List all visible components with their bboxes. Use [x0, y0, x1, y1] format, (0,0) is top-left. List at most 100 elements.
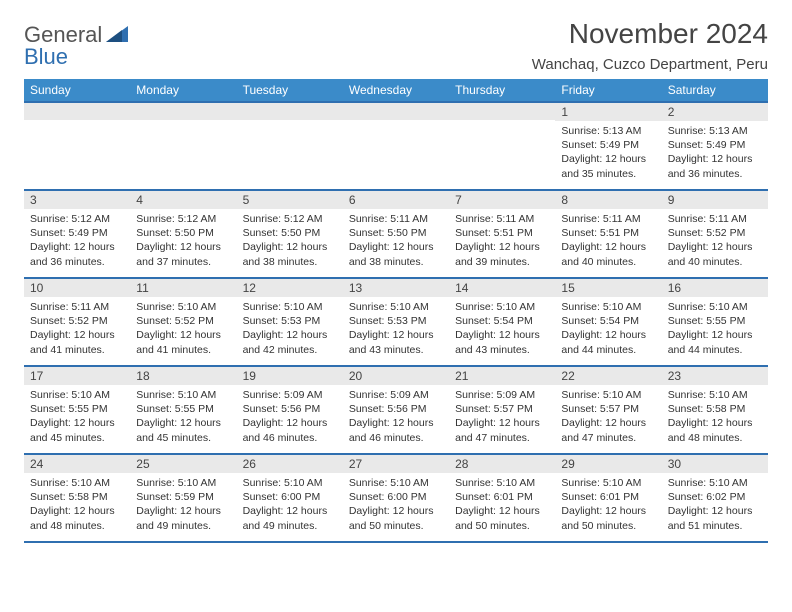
day-number: 15: [555, 279, 661, 297]
daylight-text: Daylight: 12 hours and 46 minutes.: [243, 416, 337, 444]
daylight-text: Daylight: 12 hours and 40 minutes.: [561, 240, 655, 268]
day-number: 16: [662, 279, 768, 297]
day-number: 8: [555, 191, 661, 209]
daylight-text: Daylight: 12 hours and 41 minutes.: [136, 328, 230, 356]
day-header: Wednesday: [343, 79, 449, 102]
calendar-day-cell: 16Sunrise: 5:10 AMSunset: 5:55 PMDayligh…: [662, 278, 768, 366]
sunrise-text: Sunrise: 5:10 AM: [243, 300, 337, 314]
calendar-header-row: SundayMondayTuesdayWednesdayThursdayFrid…: [24, 79, 768, 102]
calendar-day-cell: 29Sunrise: 5:10 AMSunset: 6:01 PMDayligh…: [555, 454, 661, 542]
day-number: 20: [343, 367, 449, 385]
daylight-text: Daylight: 12 hours and 45 minutes.: [136, 416, 230, 444]
day-header: Saturday: [662, 79, 768, 102]
sunset-text: Sunset: 6:00 PM: [243, 490, 337, 504]
sunset-text: Sunset: 5:55 PM: [136, 402, 230, 416]
calendar-day-cell: 18Sunrise: 5:10 AMSunset: 5:55 PMDayligh…: [130, 366, 236, 454]
day-number: 11: [130, 279, 236, 297]
sunrise-text: Sunrise: 5:10 AM: [668, 300, 762, 314]
daylight-text: Daylight: 12 hours and 47 minutes.: [561, 416, 655, 444]
sunset-text: Sunset: 5:52 PM: [668, 226, 762, 240]
day-content: Sunrise: 5:11 AMSunset: 5:51 PMDaylight:…: [555, 209, 661, 273]
daylight-text: Daylight: 12 hours and 49 minutes.: [136, 504, 230, 532]
calendar-day-cell: 30Sunrise: 5:10 AMSunset: 6:02 PMDayligh…: [662, 454, 768, 542]
day-content: Sunrise: 5:10 AMSunset: 6:01 PMDaylight:…: [449, 473, 555, 537]
day-content: Sunrise: 5:11 AMSunset: 5:51 PMDaylight:…: [449, 209, 555, 273]
day-content: Sunrise: 5:09 AMSunset: 5:56 PMDaylight:…: [343, 385, 449, 449]
sunrise-text: Sunrise: 5:12 AM: [30, 212, 124, 226]
calendar-day-cell: 23Sunrise: 5:10 AMSunset: 5:58 PMDayligh…: [662, 366, 768, 454]
calendar-day-cell: 17Sunrise: 5:10 AMSunset: 5:55 PMDayligh…: [24, 366, 130, 454]
sunset-text: Sunset: 5:53 PM: [243, 314, 337, 328]
day-content: Sunrise: 5:10 AMSunset: 5:53 PMDaylight:…: [343, 297, 449, 361]
sunrise-text: Sunrise: 5:11 AM: [455, 212, 549, 226]
day-header: Thursday: [449, 79, 555, 102]
day-content: Sunrise: 5:10 AMSunset: 5:54 PMDaylight:…: [555, 297, 661, 361]
daylight-text: Daylight: 12 hours and 35 minutes.: [561, 152, 655, 180]
daylight-text: Daylight: 12 hours and 38 minutes.: [349, 240, 443, 268]
calendar-day-cell: [130, 102, 236, 190]
calendar-day-cell: 10Sunrise: 5:11 AMSunset: 5:52 PMDayligh…: [24, 278, 130, 366]
daylight-text: Daylight: 12 hours and 36 minutes.: [30, 240, 124, 268]
sunrise-text: Sunrise: 5:10 AM: [136, 476, 230, 490]
sunrise-text: Sunrise: 5:10 AM: [561, 476, 655, 490]
day-content: Sunrise: 5:10 AMSunset: 5:55 PMDaylight:…: [662, 297, 768, 361]
day-content: Sunrise: 5:12 AMSunset: 5:50 PMDaylight:…: [237, 209, 343, 273]
calendar-day-cell: 12 Sunrise: 5:10 AMSunset: 5:53 PMDayligh…: [237, 278, 343, 366]
calendar-day-cell: 24Sunrise: 5:10 AMSunset: 5:58 PMDayligh…: [24, 454, 130, 542]
calendar-week-row: 24Sunrise: 5:10 AMSunset: 5:58 PMDayligh…: [24, 454, 768, 542]
day-number: 6: [343, 191, 449, 209]
day-number: 5: [237, 191, 343, 209]
day-number: 9: [662, 191, 768, 209]
calendar-day-cell: [343, 102, 449, 190]
day-content: Sunrise: 5:10 AMSunset: 5:54 PMDaylight:…: [449, 297, 555, 361]
day-number: 22: [555, 367, 661, 385]
calendar-day-cell: 6Sunrise: 5:11 AMSunset: 5:50 PMDaylight…: [343, 190, 449, 278]
sunset-text: Sunset: 6:02 PM: [668, 490, 762, 504]
sunrise-text: Sunrise: 5:10 AM: [455, 300, 549, 314]
daylight-text: Daylight: 12 hours and 37 minutes.: [136, 240, 230, 268]
day-number: 13: [343, 279, 449, 297]
sunset-text: Sunset: 5:50 PM: [136, 226, 230, 240]
sunrise-text: Sunrise: 5:10 AM: [30, 476, 124, 490]
calendar-day-cell: 20Sunrise: 5:09 AMSunset: 5:56 PMDayligh…: [343, 366, 449, 454]
day-number: 14: [449, 279, 555, 297]
calendar-day-cell: [24, 102, 130, 190]
calendar-day-cell: 7Sunrise: 5:11 AMSunset: 5:51 PMDaylight…: [449, 190, 555, 278]
page-header: General November 2024 Wanchaq, Cuzco Dep…: [24, 18, 768, 73]
daylight-text: Daylight: 12 hours and 50 minutes.: [561, 504, 655, 532]
sunrise-text: Sunrise: 5:13 AM: [561, 124, 655, 138]
title-block: November 2024 Wanchaq, Cuzco Department,…: [532, 18, 768, 73]
calendar-week-row: 1Sunrise: 5:13 AMSunset: 5:49 PMDaylight…: [24, 102, 768, 190]
sunset-text: Sunset: 5:49 PM: [561, 138, 655, 152]
day-content: Sunrise: 5:10 AMSunset: 6:02 PMDaylight:…: [662, 473, 768, 537]
day-number: 1: [555, 103, 661, 121]
day-content: Sunrise: 5:12 AMSunset: 5:49 PMDaylight:…: [24, 209, 130, 273]
day-header: Tuesday: [237, 79, 343, 102]
daylight-text: Daylight: 12 hours and 42 minutes.: [243, 328, 337, 356]
calendar-day-cell: 8Sunrise: 5:11 AMSunset: 5:51 PMDaylight…: [555, 190, 661, 278]
daylight-text: Daylight: 12 hours and 47 minutes.: [455, 416, 549, 444]
daylight-text: Daylight: 12 hours and 36 minutes.: [668, 152, 762, 180]
sunrise-text: Sunrise: 5:10 AM: [243, 476, 337, 490]
sunrise-text: Sunrise: 5:10 AM: [349, 476, 443, 490]
day-number: [343, 103, 449, 120]
sunrise-text: Sunrise: 5:10 AM: [136, 300, 230, 314]
day-number: [449, 103, 555, 120]
day-content: Sunrise: 5:10 AMSunset: 5:58 PMDaylight:…: [24, 473, 130, 537]
day-number: 25: [130, 455, 236, 473]
calendar-week-row: 3Sunrise: 5:12 AMSunset: 5:49 PMDaylight…: [24, 190, 768, 278]
sunrise-text: Sunrise: 5:11 AM: [349, 212, 443, 226]
sunset-text: Sunset: 5:56 PM: [349, 402, 443, 416]
calendar-day-cell: 15Sunrise: 5:10 AMSunset: 5:54 PMDayligh…: [555, 278, 661, 366]
sunrise-text: Sunrise: 5:10 AM: [561, 300, 655, 314]
day-number: 29: [555, 455, 661, 473]
day-number: 30: [662, 455, 768, 473]
sunset-text: Sunset: 5:51 PM: [561, 226, 655, 240]
day-content: Sunrise: 5:10 AMSunset: 5:59 PMDaylight:…: [130, 473, 236, 537]
day-number: 18: [130, 367, 236, 385]
sunrise-text: Sunrise: 5:10 AM: [349, 300, 443, 314]
day-number: 12: [237, 279, 343, 297]
calendar-week-row: 17Sunrise: 5:10 AMSunset: 5:55 PMDayligh…: [24, 366, 768, 454]
calendar-day-cell: 5Sunrise: 5:12 AMSunset: 5:50 PMDaylight…: [237, 190, 343, 278]
day-number: 23: [662, 367, 768, 385]
